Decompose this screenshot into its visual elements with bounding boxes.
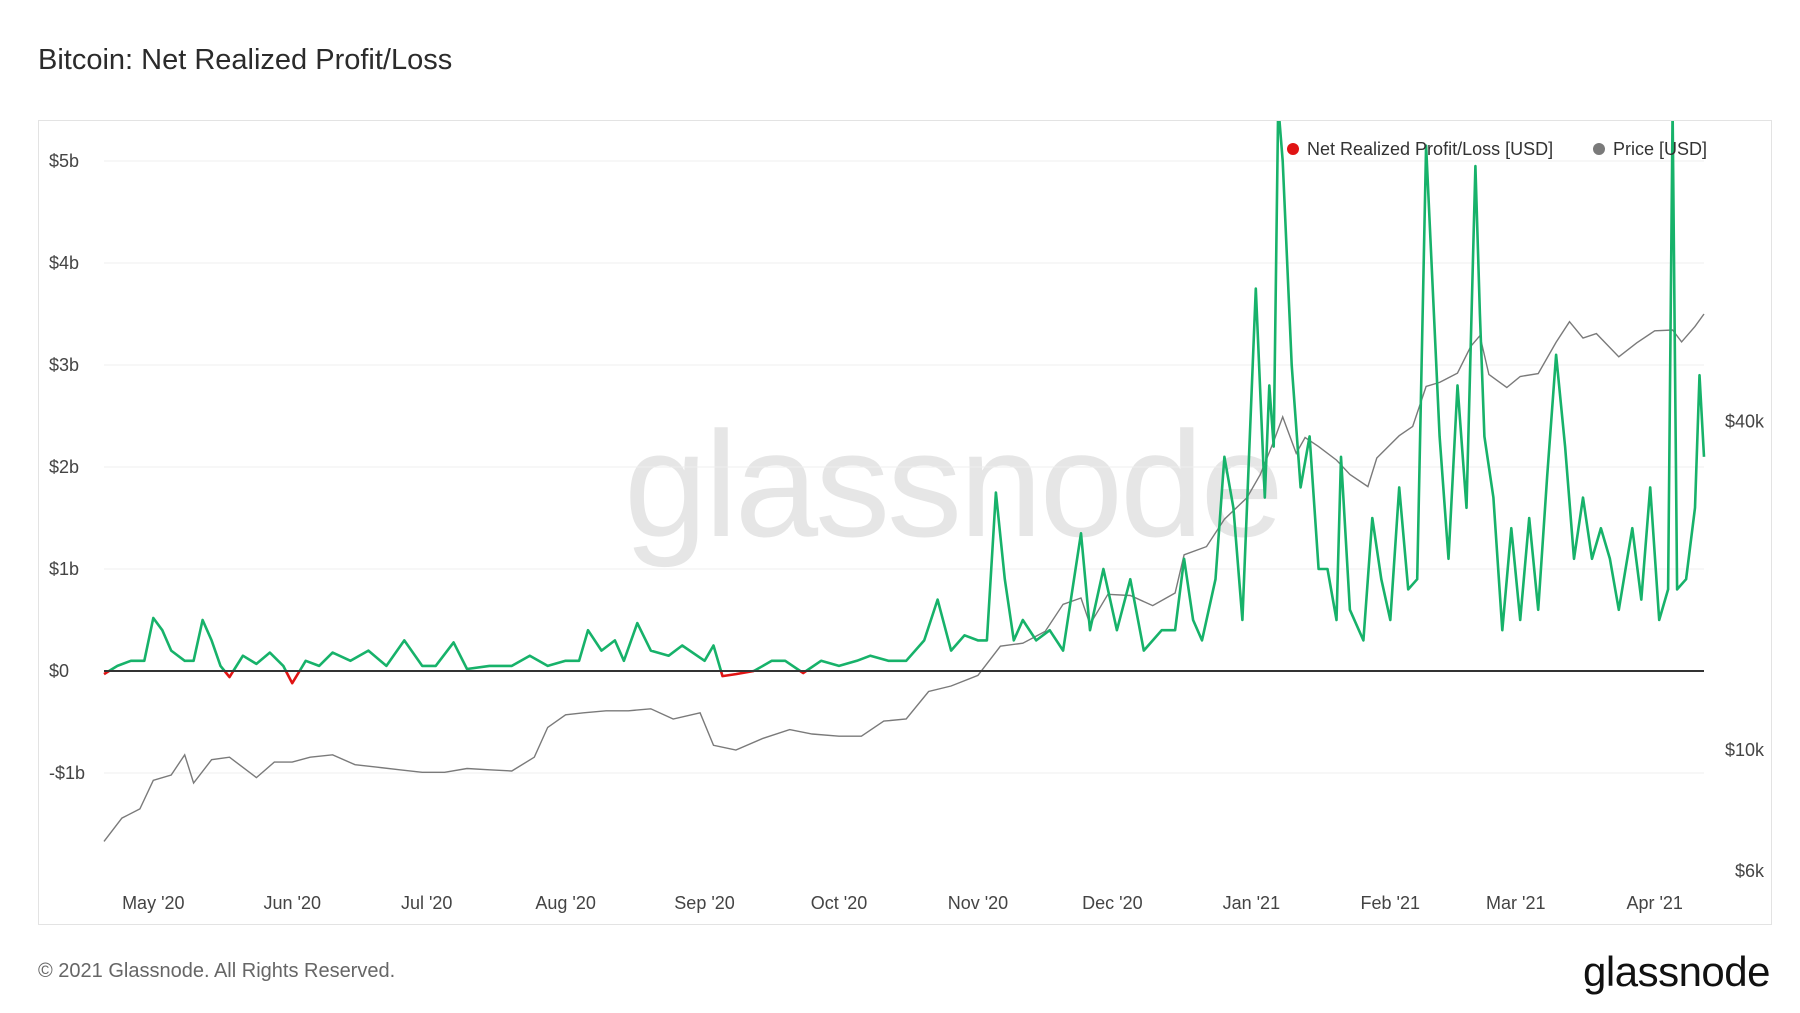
right-tick-label: $40k	[1725, 412, 1765, 432]
nrpl-loss-segment	[719, 669, 755, 678]
x-axis: May '20 Jun '20 Jul '20 Aug '20 Sep '20 Oct '…	[122, 893, 1683, 913]
right-tick-label: $10k	[1725, 740, 1765, 760]
left-tick-label: $1b	[49, 559, 79, 579]
left-axis: -$1b $0 $1b $2b $3b $4b $5b	[49, 151, 85, 783]
nrpl-layer	[103, 121, 1706, 685]
legend-label: Price [USD]	[1613, 139, 1707, 159]
watermark-text: glassnode	[624, 400, 1281, 568]
legend[interactable]: Net Realized Profit/Loss [USD] Price [USD…	[1287, 139, 1707, 159]
left-tick-label: $0	[49, 661, 69, 681]
nrpl-loss-segment	[223, 670, 235, 679]
nrpl-profit-segment	[753, 659, 801, 673]
legend-label: Net Realized Profit/Loss [USD]	[1307, 139, 1553, 159]
chart-svg: glassnode -$1b$0$1b$2b$3b$4b$5b $6k$10k$…	[49, 121, 1765, 913]
glassnode-logo[interactable]: glassnode	[1583, 948, 1770, 995]
copyright-text: © 2021 Glassnode. All Rights Reserved.	[38, 960, 396, 982]
x-tick-label: Jun '20	[263, 893, 320, 913]
nrpl-loss-segment	[284, 670, 301, 685]
left-tick-label: -$1b	[49, 763, 85, 783]
left-tick-label: $5b	[49, 151, 79, 171]
nrpl-profit-segment	[805, 121, 1706, 673]
x-tick-label: Sep '20	[674, 893, 735, 913]
left-tick-label: $4b	[49, 253, 79, 273]
chart-panel: glassnode -$1b $0 $1b $2b $3b $4b $5b $6k $10k $…	[38, 120, 1772, 925]
price-layer	[103, 313, 1705, 842]
x-tick-label: Apr '21	[1626, 893, 1682, 913]
nrpl-profit-segment	[298, 621, 723, 672]
x-tick-label: Dec '20	[1082, 893, 1142, 913]
x-tick-label: Nov '20	[948, 893, 1008, 913]
left-tick-label: $2b	[49, 457, 79, 477]
x-tick-label: May '20	[122, 893, 184, 913]
x-tick-label: Jan '21	[1223, 893, 1280, 913]
x-tick-label: Aug '20	[535, 893, 596, 913]
x-tick-label: Mar '21	[1486, 893, 1545, 913]
nrpl-profit-segment	[108, 616, 226, 673]
left-tick-label: $3b	[49, 355, 79, 375]
x-tick-label: Feb '21	[1361, 893, 1420, 913]
grid-layer	[104, 160, 1704, 774]
right-axis: $6k $10k $40k	[1725, 412, 1765, 881]
x-tick-label: Jul '20	[401, 893, 452, 913]
legend-marker	[1593, 143, 1605, 155]
right-tick-label: $6k	[1735, 861, 1765, 881]
chart-title: Bitcoin: Net Realized Profit/Loss	[38, 44, 453, 76]
price-series-line	[103, 313, 1705, 842]
nrpl-profit-segment	[232, 651, 288, 672]
x-tick-label: Oct '20	[811, 893, 867, 913]
legend-marker	[1287, 143, 1299, 155]
